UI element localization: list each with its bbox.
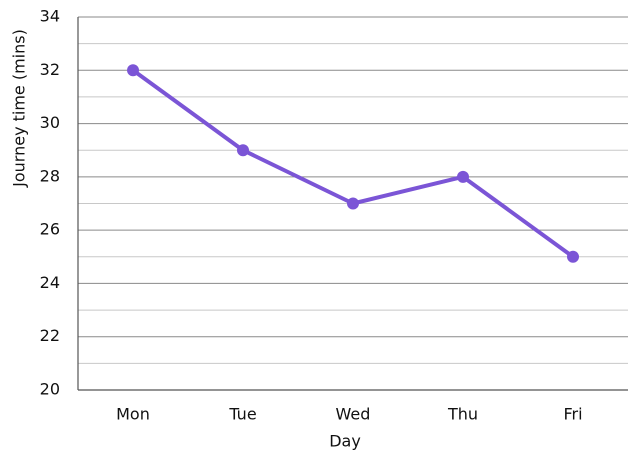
y-tick-label: 20 [40, 380, 60, 399]
y-tick-label: 26 [40, 220, 60, 239]
data-point [127, 64, 139, 77]
y-tick-label: 32 [40, 60, 60, 79]
y-tick-label: 28 [40, 166, 60, 185]
y-tick-label: 24 [40, 273, 60, 292]
y-tick-label: 34 [40, 7, 60, 26]
x-tick-label: Fri [563, 405, 582, 424]
data-point [237, 144, 249, 157]
x-tick-label: Wed [336, 405, 371, 424]
x-tick-label: Thu [447, 405, 478, 424]
data-point [567, 250, 579, 263]
data-point [457, 170, 469, 183]
series-line [131, 68, 575, 259]
y-axis-label: Journey time (mins) [10, 29, 29, 188]
x-tick-label: Tue [228, 405, 256, 424]
data-point [347, 197, 359, 210]
x-axis-label: Day [329, 432, 361, 451]
y-tick-label: 22 [40, 326, 60, 345]
x-tick-label: Mon [116, 405, 150, 424]
y-tick-label: 30 [40, 113, 60, 132]
